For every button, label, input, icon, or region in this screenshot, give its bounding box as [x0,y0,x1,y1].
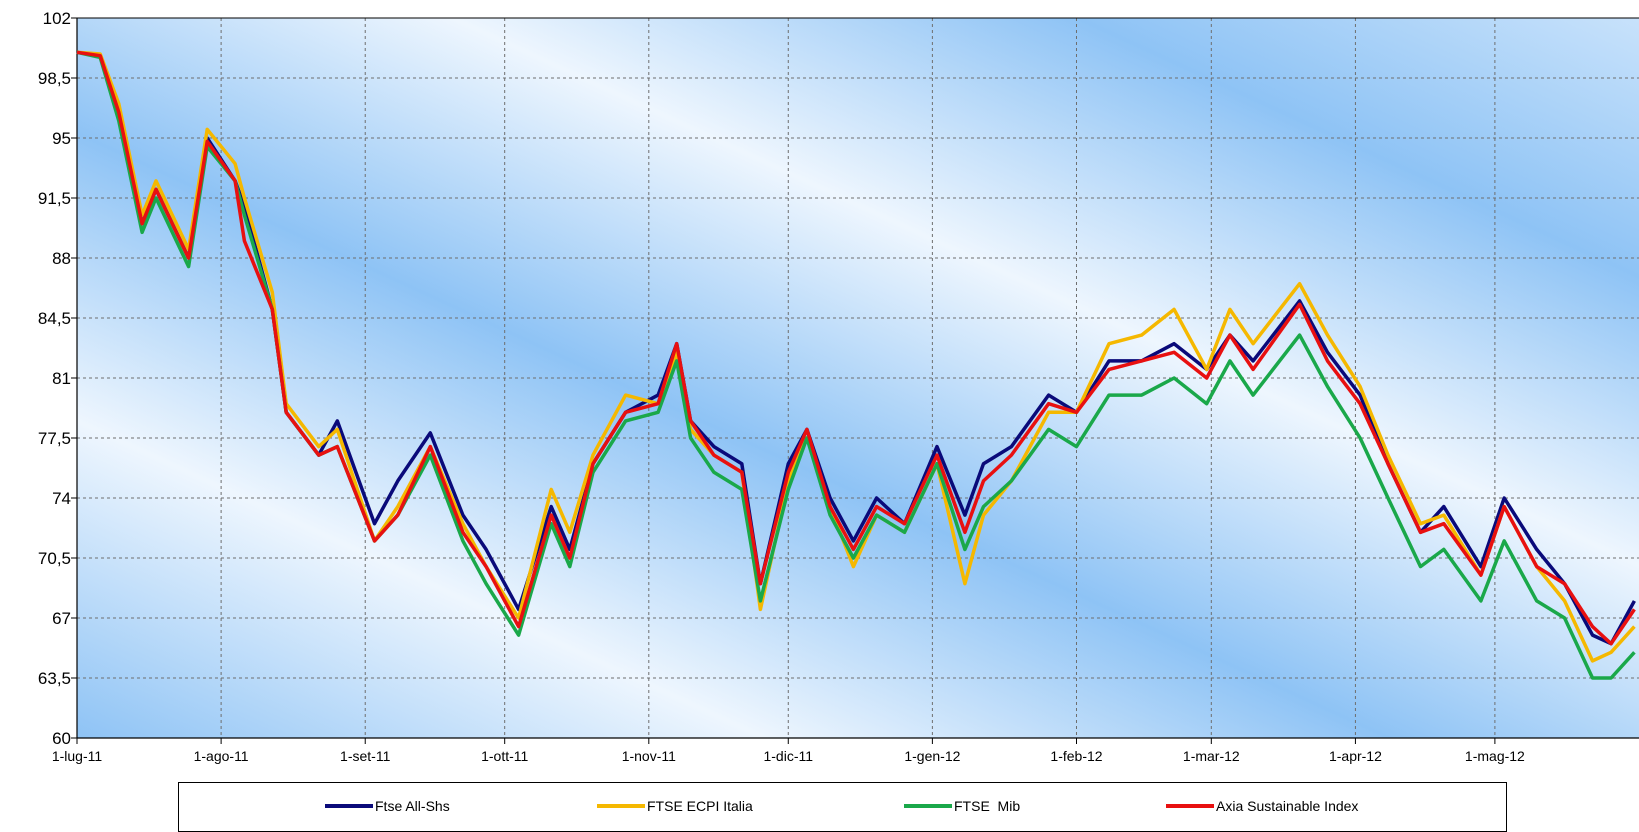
x-axis-ticks: 1-lug-11 1-ago-11 1-set-11 1-ott-11 1-nov-11… [52,738,1525,764]
legend-label: FTSE ECPI Italia [647,798,753,814]
x-tick-label: 1-mag-12 [1465,748,1525,764]
y-tick-label: 77,5 [38,429,71,448]
y-tick-label: 70,5 [38,549,71,568]
series-lines [76,50,1636,680]
x-tick-label: 1-set-11 [340,748,391,764]
x-tick-label: 1-dic-11 [763,748,813,764]
legend-label: FTSE Mib [954,798,1021,814]
x-tick-label: 1-mar-12 [1183,748,1240,764]
series-line-axia-sustainable-index [76,50,1636,646]
x-tick-label: 1-ago-11 [194,748,249,764]
x-tick-label: 1-ott-11 [481,748,528,764]
y-tick-label: 102 [43,9,71,28]
y-tick-label: 74 [52,489,71,508]
x-tick-label: 1-feb-12 [1050,748,1102,764]
y-tick-label: 63,5 [38,669,71,688]
legend-item-ftse-all-shs: Ftse All-Shs [325,797,450,815]
y-tick-label: 60 [52,729,71,748]
y-axis-ticks: 102 98,5 95 91,5 88 84,5 81 77,5 74 70,5 67 63,5 60 [38,9,77,748]
y-tick-label: 88 [52,249,71,268]
legend-item-axia-sustainable-index: Axia Sustainable Index [1166,797,1358,815]
line-chart: 10298,59591,58884,58177,57470,56763,560 … [38,9,1639,764]
legend-swatch [597,804,645,808]
x-tick-label: 1-apr-12 [1329,748,1382,764]
y-tick-label: 84,5 [38,309,71,328]
y-tick-label: 67 [52,609,71,628]
legend-item-ftse-mib: FTSE Mib [904,797,1020,815]
y-tick-label: 95 [52,129,71,148]
x-tick-label: 1-gen-12 [904,748,960,764]
legend-swatch [325,804,373,808]
y-tick-label: 98,5 [38,69,71,88]
legend-swatch [904,804,952,808]
legend: Ftse All-Shs FTSE ECPI Italia FTSE Mib A… [178,782,1507,832]
x-tick-label: 1-nov-11 [622,748,676,764]
legend-swatch [1166,804,1214,808]
y-tick-label: 81 [52,369,71,388]
y-tick-label: 91,5 [38,189,71,208]
legend-label: Axia Sustainable Index [1216,798,1359,814]
x-tick-label: 1-lug-11 [52,748,103,764]
legend-label: Ftse All-Shs [375,798,450,814]
legend-item-ftse-ecpi-italia: FTSE ECPI Italia [597,797,753,815]
